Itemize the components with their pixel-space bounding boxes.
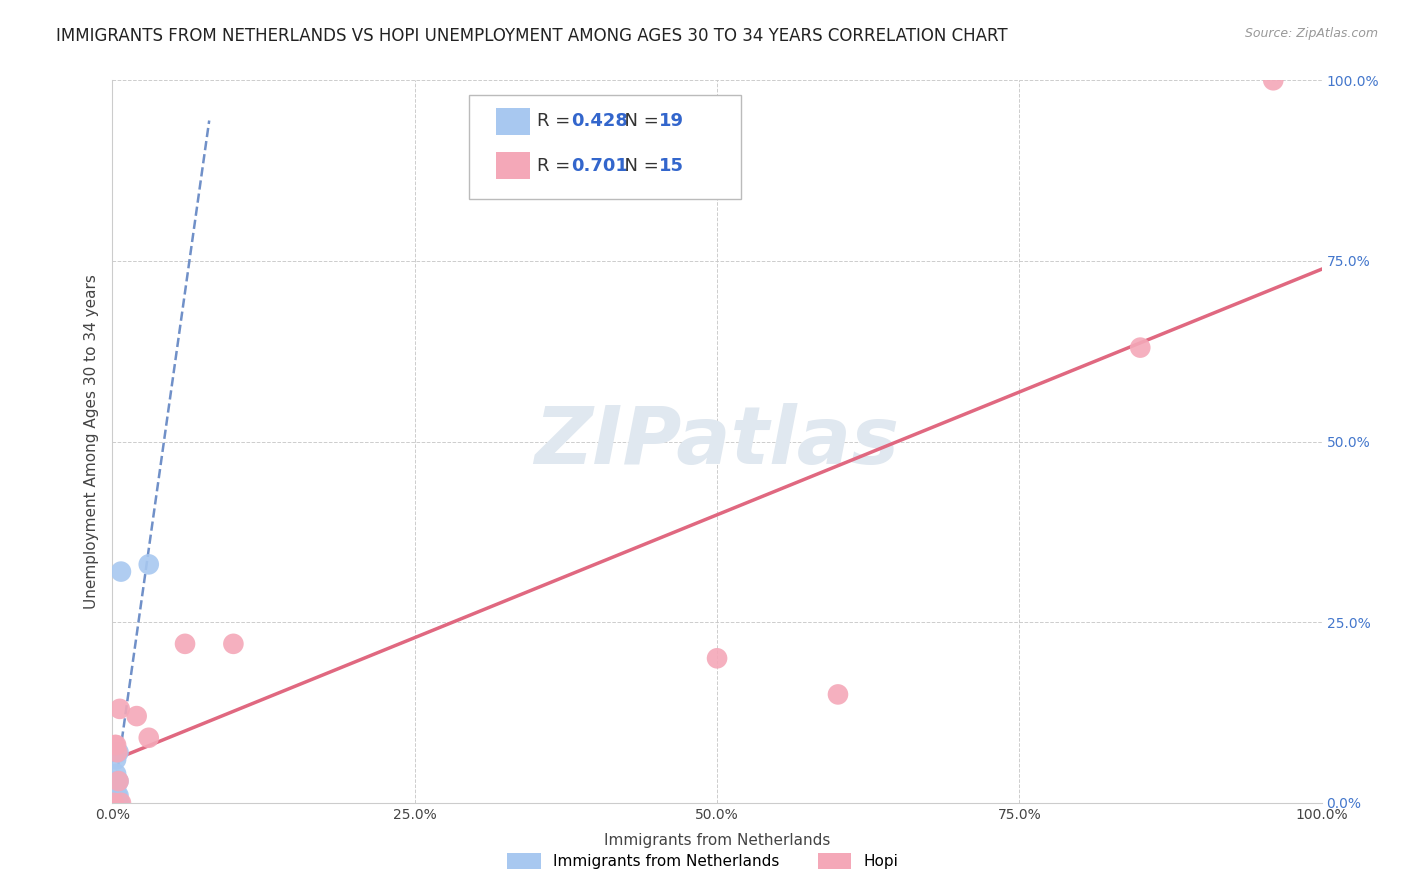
Point	[105, 767, 128, 781]
Point	[107, 745, 129, 759]
Point	[103, 789, 125, 803]
Point	[105, 796, 128, 810]
Point	[125, 709, 148, 723]
Point	[104, 789, 127, 803]
Point	[105, 752, 128, 766]
Point	[105, 745, 128, 759]
Point	[105, 796, 128, 810]
Text: N =: N =	[613, 156, 665, 175]
Text: IMMIGRANTS FROM NETHERLANDS VS HOPI UNEMPLOYMENT AMONG AGES 30 TO 34 YEARS CORRE: IMMIGRANTS FROM NETHERLANDS VS HOPI UNEM…	[56, 27, 1008, 45]
Point	[104, 796, 127, 810]
Point	[827, 687, 849, 701]
Point	[103, 796, 125, 810]
Point	[105, 789, 128, 803]
FancyBboxPatch shape	[470, 95, 741, 200]
Point	[103, 781, 125, 796]
FancyBboxPatch shape	[496, 152, 530, 179]
Text: R =: R =	[537, 156, 576, 175]
Text: N =: N =	[613, 112, 665, 130]
Point	[110, 565, 132, 579]
Point	[105, 774, 128, 789]
Point	[107, 774, 129, 789]
Point	[138, 731, 160, 745]
Point	[104, 774, 127, 789]
Point	[1263, 73, 1285, 87]
Text: 19: 19	[659, 112, 685, 130]
Point	[107, 774, 129, 789]
Point	[103, 796, 125, 810]
Y-axis label: Unemployment Among Ages 30 to 34 years: Unemployment Among Ages 30 to 34 years	[83, 274, 98, 609]
Text: R =: R =	[537, 112, 576, 130]
FancyBboxPatch shape	[496, 108, 530, 136]
Point	[110, 796, 132, 810]
Text: Source: ZipAtlas.com: Source: ZipAtlas.com	[1244, 27, 1378, 40]
Legend: Immigrants from Netherlands, Hopi: Immigrants from Netherlands, Hopi	[502, 847, 904, 875]
Point	[706, 651, 728, 665]
Point	[107, 789, 129, 803]
Text: 15: 15	[659, 156, 685, 175]
Point	[108, 796, 131, 810]
Point	[105, 738, 128, 752]
Point	[104, 738, 127, 752]
Text: ZIPatlas: ZIPatlas	[534, 402, 900, 481]
Text: 0.428: 0.428	[571, 112, 627, 130]
Text: 0.701: 0.701	[571, 156, 627, 175]
Point	[1129, 341, 1152, 355]
X-axis label: Immigrants from Netherlands: Immigrants from Netherlands	[603, 833, 831, 847]
Point	[222, 637, 245, 651]
Point	[138, 558, 160, 572]
Point	[108, 702, 131, 716]
Point	[174, 637, 197, 651]
Point	[105, 781, 128, 796]
